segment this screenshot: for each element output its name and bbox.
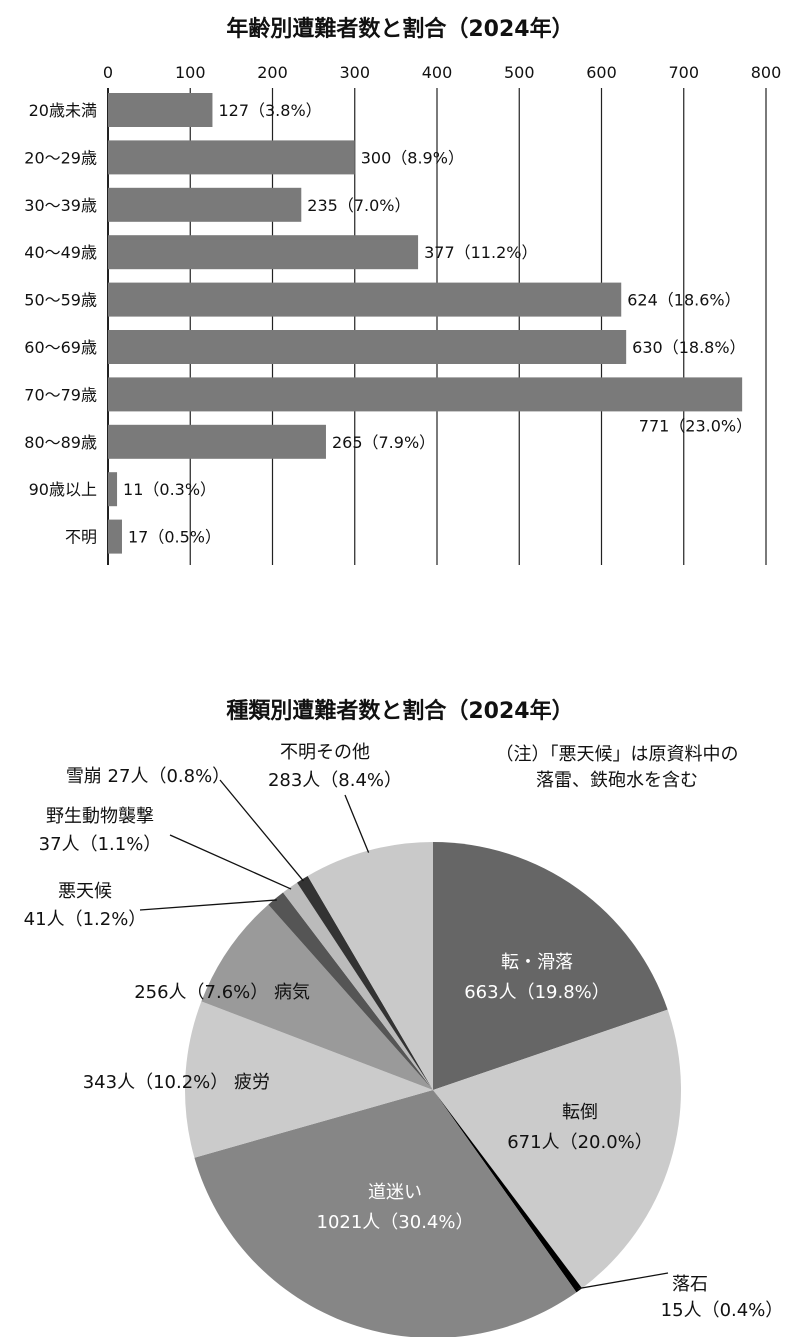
x-tick-label: 0 (103, 63, 113, 82)
slice-value-label: 283人（8.4%） (268, 770, 402, 791)
category-label: 80～89歳 (24, 433, 97, 452)
pie-slice (194, 1090, 577, 1337)
x-tick-label: 400 (422, 63, 453, 82)
category-label: 不明 (65, 528, 97, 547)
category-label: 20～29歳 (24, 148, 97, 167)
leader-line (169, 834, 292, 890)
slice-label: 雪崩 27人（0.8%） (66, 766, 230, 787)
category-label: 50～59歳 (24, 291, 97, 310)
bar (108, 93, 213, 127)
pie-slice (184, 1001, 433, 1158)
category-label: 70～79歳 (24, 385, 97, 404)
pie-slice (433, 1090, 583, 1293)
pie-note-line-2: 落雷、鉄砲水を含む (536, 770, 698, 791)
data-label: 300（8.9%） (361, 148, 464, 167)
bar-chart-title: 年齢別遭難者数と割合（2024年） (226, 16, 573, 42)
data-label: 630（18.8%） (632, 338, 745, 357)
data-label: 771（23.0%） (639, 416, 752, 435)
x-tick-label: 300 (339, 63, 370, 82)
data-label: 11（0.3%） (123, 480, 216, 499)
slice-label: 256人（7.6%） 病気 (134, 982, 310, 1003)
x-tick-label: 700 (668, 63, 699, 82)
slice-label: 343人（10.2%） 疲労 (83, 1072, 270, 1093)
x-tick-label: 500 (504, 63, 535, 82)
leader-line (344, 794, 370, 853)
data-label: 624（18.6%） (627, 291, 740, 310)
pie-slice (268, 892, 433, 1090)
slice-name-label: 転倒 (562, 1102, 598, 1123)
slice-value-label: 41人（1.2%） (24, 909, 147, 930)
pie-slice (201, 904, 433, 1090)
bar (108, 282, 622, 317)
slice-value-label: 671人（20.0%） (507, 1132, 653, 1153)
x-tick-label: 100 (175, 63, 206, 82)
slice-value-label: 663人（19.8%） (464, 982, 610, 1003)
pie-slice (307, 842, 433, 1090)
pie-note-line-1: （注）「悪天候」は原資料中の (496, 744, 739, 765)
data-label: 127（3.8%） (218, 101, 321, 120)
category-label: 90歳以上 (29, 480, 97, 499)
slice-name-label: 転・滑落 (501, 952, 573, 973)
x-tick-label: 600 (586, 63, 617, 82)
bar (108, 187, 302, 222)
slice-name-label: 不明その他 (280, 742, 370, 763)
slice-value-label: 37人（1.1%） (39, 834, 162, 855)
bar (108, 140, 355, 175)
data-label: 265（7.9%） (332, 433, 435, 452)
pie-slice (433, 1009, 681, 1289)
data-label: 235（7.0%） (307, 196, 410, 215)
bar (108, 519, 122, 554)
category-label: 40～49歳 (24, 243, 97, 262)
data-label: 17（0.5%） (128, 528, 221, 547)
bar (108, 330, 627, 364)
bar (108, 472, 118, 507)
leader-line (139, 899, 277, 911)
category-label: 60～69歳 (24, 338, 97, 357)
bar (108, 424, 326, 459)
x-tick-label: 200 (257, 63, 288, 82)
slice-name-label: 落石 (672, 1274, 708, 1295)
slice-value-label: 15人（0.4%） (661, 1300, 784, 1321)
slice-name-label: 道迷い (368, 1182, 422, 1203)
pie-slice (433, 842, 668, 1090)
category-label: 30～39歳 (24, 196, 97, 215)
pie-chart-title: 種類別遭難者数と割合（2024年） (226, 698, 573, 724)
data-label: 377（11.2%） (424, 243, 537, 262)
slice-name-label: 野生動物襲撃 (46, 806, 154, 827)
slice-value-label: 1021人（30.4%） (317, 1212, 474, 1233)
x-tick-label: 800 (751, 63, 782, 82)
bar (108, 377, 743, 412)
leader-line (577, 1272, 669, 1290)
pie-slice (297, 875, 433, 1090)
leader-line (219, 779, 304, 882)
pie-slice (283, 882, 433, 1090)
bar (108, 235, 419, 270)
slice-name-label: 悪天候 (58, 881, 112, 902)
category-label: 20歳未満 (29, 101, 97, 120)
